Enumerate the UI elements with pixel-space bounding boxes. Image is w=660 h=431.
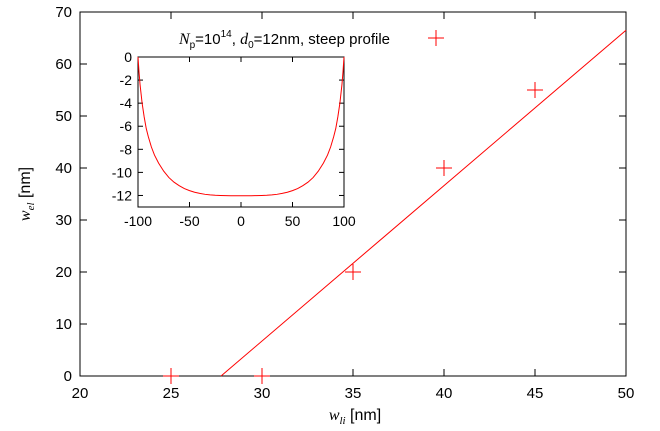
y-tick-label: 0 (64, 368, 72, 385)
x-tick-label: 45 (527, 385, 544, 402)
y-tick-label: 20 (55, 264, 72, 281)
inset-y-tick-label: -8 (120, 141, 133, 157)
inset-profile-curve (137, 56, 345, 197)
main-axis-ticks (79, 11, 627, 377)
inset-x-tick-label: -50 (179, 213, 199, 229)
x-tick-label: 50 (618, 385, 635, 402)
main-series (163, 29, 627, 384)
inset-y-tick-label: -4 (120, 95, 133, 111)
inset-y-tick-label: -6 (120, 118, 133, 134)
inset-plot-frame (137, 56, 345, 208)
data-point (163, 368, 179, 384)
x-tick-label: 25 (163, 385, 180, 402)
y-tick-label: 50 (55, 108, 72, 125)
inset-y-tick-label: -12 (112, 187, 132, 203)
y-tick-label: 10 (55, 316, 72, 333)
data-point (436, 160, 452, 176)
inset-y-tick-label: 0 (124, 49, 132, 65)
y-axis-label: wel [nm] (17, 167, 37, 221)
y-tick-label: 60 (55, 56, 72, 73)
legend: Np=1014, d0=12nm, steep profile (178, 29, 444, 51)
x-tick-label: 20 (72, 385, 89, 402)
inset-x-tick-label: -100 (124, 213, 152, 229)
inset-y-tick-label: -10 (112, 164, 132, 180)
fit-line (220, 29, 627, 377)
y-tick-label: 30 (55, 212, 72, 229)
x-tick-label: 30 (254, 385, 271, 402)
y-tick-label: 70 (55, 4, 72, 21)
main-plot-frame (79, 11, 627, 377)
inset-tick-labels: -100 -50 0 50 100 0 -2 -4 -6 -8 -10 -12 (112, 49, 356, 229)
x-tick-label: 35 (345, 385, 362, 402)
data-point (254, 368, 270, 384)
y-tick-label: 40 (55, 160, 72, 177)
x-tick-label: 40 (436, 385, 453, 402)
inset-x-tick-label: 0 (237, 213, 245, 229)
inset-x-tick-label: 100 (332, 213, 356, 229)
data-point (527, 82, 543, 98)
inset-axis-ticks (137, 56, 345, 207)
inset-x-tick-label: 50 (285, 213, 301, 229)
legend-label: Np=1014, d0=12nm, steep profile (178, 29, 390, 51)
inset-series (137, 56, 345, 197)
legend-marker (428, 30, 444, 46)
inset-y-tick-label: -2 (120, 72, 133, 88)
x-axis-label: wli [nm] (329, 407, 381, 427)
main-tick-labels: 20 25 30 35 40 45 50 0 10 20 30 40 50 60 70 (55, 4, 634, 402)
data-point (345, 264, 361, 280)
